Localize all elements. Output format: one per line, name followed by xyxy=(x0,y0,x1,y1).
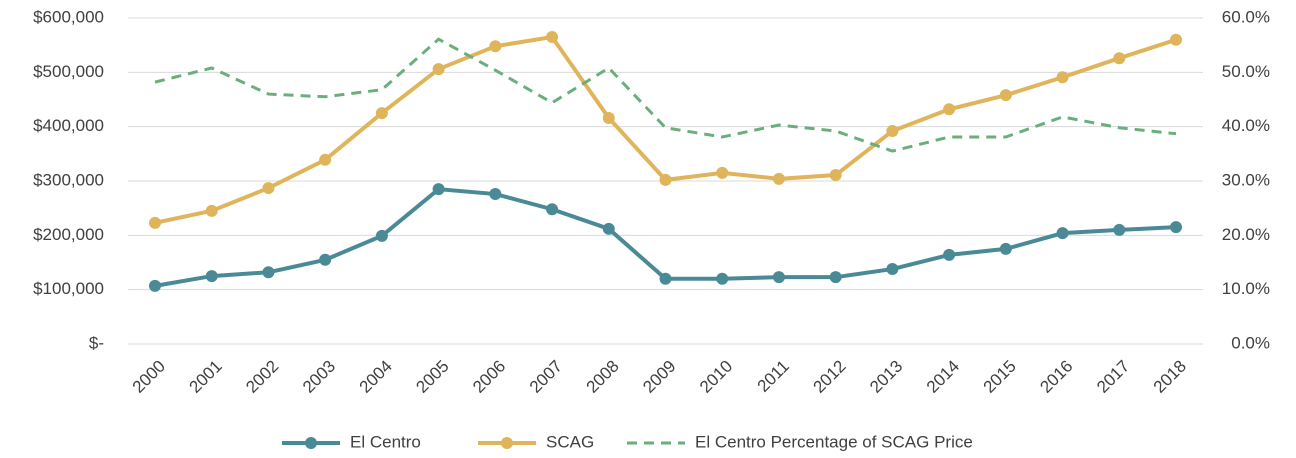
point xyxy=(319,153,332,166)
y-tick-label: $300,000 xyxy=(33,170,104,189)
point xyxy=(943,103,956,116)
point xyxy=(886,263,899,276)
legend-label: SCAG xyxy=(546,432,594,451)
x-tick-label: 2014 xyxy=(923,357,963,397)
legend-marker xyxy=(305,437,317,449)
y2-tick-label: 50.0% xyxy=(1222,62,1270,81)
y-tick-label: $- xyxy=(89,333,104,352)
x-tick-label: 2009 xyxy=(639,357,679,397)
point xyxy=(1056,71,1069,84)
point xyxy=(999,89,1012,102)
y-tick-label: $500,000 xyxy=(33,62,104,81)
x-tick-label: 2015 xyxy=(980,357,1020,397)
x-tick-label: 2004 xyxy=(356,357,396,397)
y-tick-label: $600,000 xyxy=(33,7,104,26)
point xyxy=(659,173,672,186)
point xyxy=(319,253,332,266)
point xyxy=(1113,52,1126,65)
point xyxy=(772,172,785,185)
point xyxy=(546,31,559,44)
point xyxy=(999,242,1012,255)
legend-label: El Centro Percentage of SCAG Price xyxy=(695,432,973,451)
point xyxy=(375,107,388,120)
x-tick-label: 2013 xyxy=(866,357,906,397)
y2-tick-label: 20.0% xyxy=(1222,225,1270,244)
point xyxy=(1056,227,1069,240)
point xyxy=(149,279,161,292)
point xyxy=(1170,221,1182,234)
x-tick-label: 2002 xyxy=(242,357,282,397)
point xyxy=(659,272,672,285)
point xyxy=(943,248,956,261)
point xyxy=(886,125,899,138)
point xyxy=(602,111,615,124)
point xyxy=(262,266,275,279)
x-tick-label: 2001 xyxy=(186,357,226,397)
point xyxy=(772,271,785,284)
point xyxy=(716,166,729,179)
y2-tick-label: 60.0% xyxy=(1222,7,1270,26)
x-tick-label: 2000 xyxy=(129,357,169,397)
y2-tick-label: 0.0% xyxy=(1231,333,1270,352)
x-tick-label: 2005 xyxy=(412,357,452,397)
point xyxy=(489,188,502,201)
point xyxy=(262,182,275,195)
x-tick-label: 2016 xyxy=(1036,357,1076,397)
point xyxy=(489,40,502,53)
x-tick-label: 2012 xyxy=(809,357,849,397)
x-tick-label: 2010 xyxy=(696,357,736,397)
y2-tick-label: 10.0% xyxy=(1222,279,1270,298)
y2-tick-label: 40.0% xyxy=(1222,116,1270,135)
point xyxy=(149,216,161,229)
legend-label: El Centro xyxy=(350,432,421,451)
y-tick-label: $400,000 xyxy=(33,116,104,135)
y-tick-label: $200,000 xyxy=(33,225,104,244)
point xyxy=(205,270,218,283)
x-tick-label: 2003 xyxy=(299,357,339,397)
point xyxy=(829,169,842,182)
point xyxy=(432,183,445,196)
point xyxy=(432,63,445,76)
point xyxy=(205,204,218,217)
point xyxy=(375,229,388,242)
point xyxy=(1170,33,1182,46)
x-tick-label: 2017 xyxy=(1093,357,1133,397)
point xyxy=(546,203,559,216)
point xyxy=(1113,223,1126,236)
point xyxy=(829,271,842,284)
y2-tick-label: 30.0% xyxy=(1222,170,1270,189)
x-tick-label: 2011 xyxy=(754,357,793,396)
x-tick-label: 2018 xyxy=(1150,357,1190,397)
x-tick-label: 2008 xyxy=(583,357,623,397)
point xyxy=(602,222,615,235)
series-line xyxy=(154,187,1177,288)
series-line xyxy=(154,37,1177,153)
legend-marker xyxy=(501,437,513,449)
x-tick-label: 2007 xyxy=(526,357,566,397)
x-tick-label: 2006 xyxy=(469,357,509,397)
point xyxy=(716,272,729,285)
y-tick-label: $100,000 xyxy=(33,279,104,298)
